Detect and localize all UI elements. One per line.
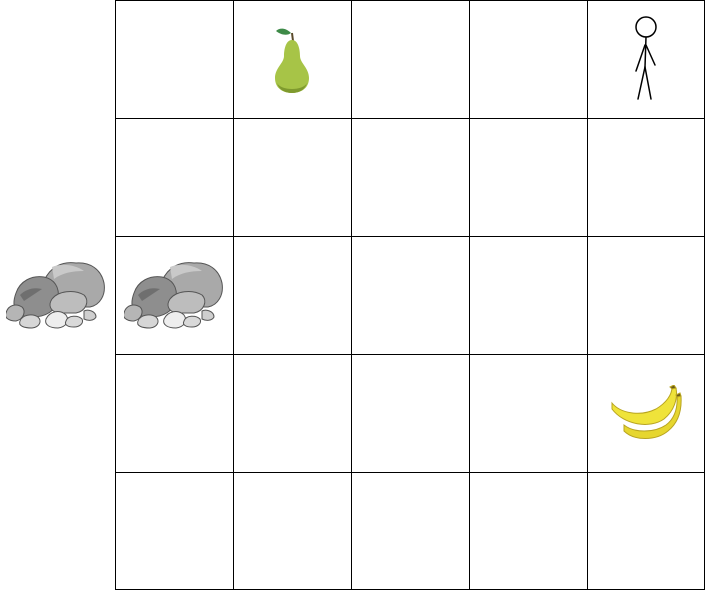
grid-line-vertical [704, 0, 705, 590]
stick-figure-player [626, 15, 666, 103]
grid-line-horizontal [115, 472, 705, 473]
grid-line-vertical [469, 0, 470, 590]
stick-figure-svg [635, 16, 657, 100]
grid-line-horizontal [115, 354, 705, 355]
grid-line-vertical [233, 0, 234, 590]
banana-icon [610, 385, 682, 441]
banana-svg [611, 385, 682, 439]
grid-line-horizontal [115, 236, 705, 237]
pear-svg [275, 28, 309, 93]
game-grid [115, 0, 705, 590]
rock-svg [6, 262, 105, 329]
rock-icon-outside [6, 259, 106, 331]
grid-line-horizontal [115, 118, 705, 119]
rock-svg [124, 262, 223, 329]
grid-line-horizontal [115, 589, 705, 590]
grid-line-vertical [351, 0, 352, 590]
grid-line-horizontal [115, 0, 705, 1]
grid-line-vertical [115, 0, 116, 590]
rock-icon [124, 259, 224, 331]
grid-line-vertical [587, 0, 588, 590]
pear-icon [269, 23, 315, 95]
